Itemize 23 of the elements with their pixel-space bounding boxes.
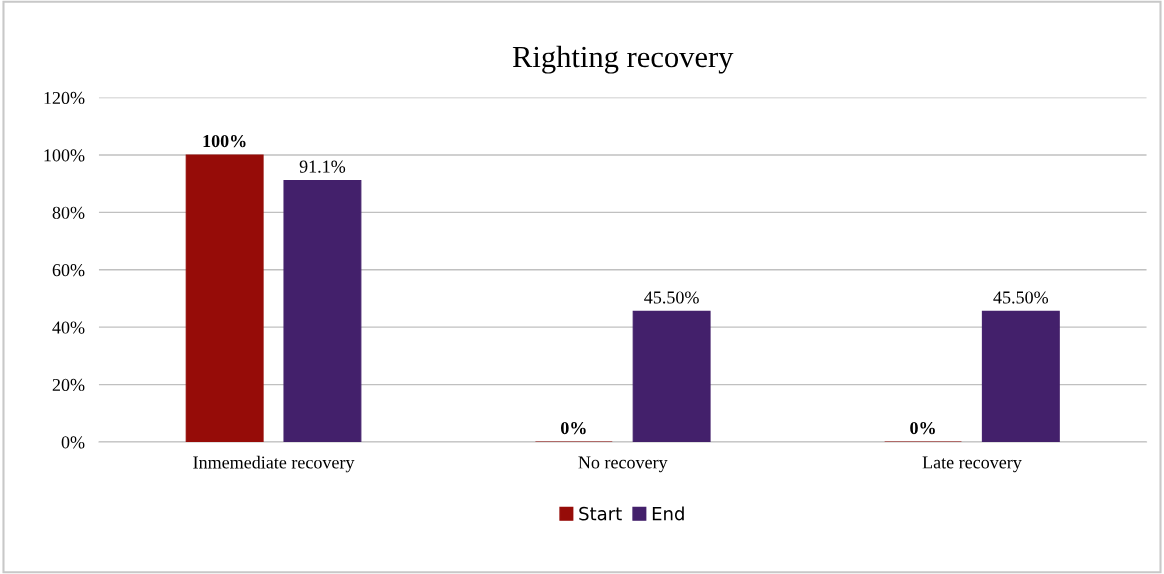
bar — [283, 179, 362, 442]
chart-title: Righting recovery — [512, 45, 734, 74]
y-tick-label: 60% — [52, 264, 85, 277]
y-tick-label: 100% — [44, 149, 85, 162]
data-label: 45.50% — [644, 291, 699, 304]
x-tick-label: Inmemediate recovery — [193, 455, 355, 473]
bar — [632, 310, 711, 442]
legend-label: End — [652, 506, 684, 521]
data-label: 0% — [910, 421, 935, 435]
y-tick-label: 20% — [52, 378, 85, 392]
data-label: 100% — [203, 134, 246, 148]
x-tick-label: No recovery — [578, 456, 668, 473]
bar — [185, 154, 264, 442]
data-label: 91.1% — [299, 160, 346, 173]
y-tick-label: 80% — [52, 206, 85, 219]
legend-label: Start — [579, 506, 622, 521]
y-tick-label: 40% — [52, 321, 85, 334]
y-tick-label: 0% — [61, 436, 85, 449]
bar — [981, 310, 1060, 442]
data-label: 0% — [561, 421, 586, 435]
y-tick-label: 120% — [44, 91, 85, 105]
x-tick-label: Late recovery — [922, 456, 1022, 473]
data-label: 45.50% — [993, 291, 1049, 304]
